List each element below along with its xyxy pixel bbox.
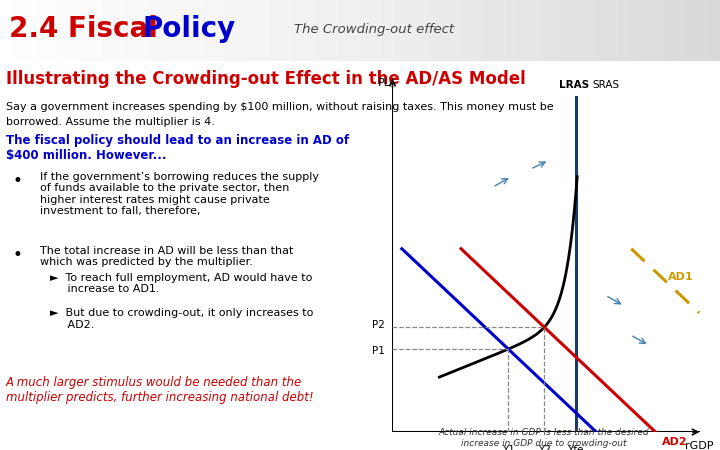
Text: •: •	[13, 246, 23, 264]
Text: A much larger stimulus would be needed than the
multiplier predicts, further inc: A much larger stimulus would be needed t…	[6, 376, 313, 404]
Text: Say a government increases spending by $100 million, without raising taxes. This: Say a government increases spending by $…	[6, 102, 554, 112]
Text: Yfe: Yfe	[567, 445, 584, 450]
Text: •: •	[13, 172, 23, 190]
Text: PL: PL	[378, 78, 391, 88]
Text: rGDP: rGDP	[685, 441, 714, 450]
Text: ►  To reach full employment, AD would have to
     increase to AD1.: ► To reach full employment, AD would hav…	[50, 273, 312, 294]
Text: If the government’s borrowing reduces the supply
of funds available to the priva: If the government’s borrowing reduces th…	[40, 172, 319, 216]
Text: AD2: AD2	[662, 437, 688, 447]
Text: Y1: Y1	[502, 445, 515, 450]
Text: 2.4 Fiscal: 2.4 Fiscal	[9, 15, 177, 43]
Text: The total increase in AD will be less than that
which was predicted by the multi: The total increase in AD will be less th…	[40, 246, 293, 267]
Text: Y2: Y2	[538, 445, 551, 450]
Text: P1: P1	[372, 346, 384, 356]
Text: AD1: AD1	[668, 272, 693, 282]
Text: The Crowding-out effect: The Crowding-out effect	[294, 22, 454, 36]
Text: SRAS: SRAS	[593, 80, 620, 90]
Text: Illustrating the Crowding-out Effect in the AD/AS Model: Illustrating the Crowding-out Effect in …	[6, 71, 526, 89]
Text: The fiscal policy should lead to an increase in AD of
$400 million. However...: The fiscal policy should lead to an incr…	[6, 134, 349, 162]
Text: Policy: Policy	[143, 15, 236, 43]
Text: borrowed. Assume the multiplier is 4.: borrowed. Assume the multiplier is 4.	[6, 117, 215, 127]
Text: Actual increase in GDP is less than the desired
increase in GDP due to crowding-: Actual increase in GDP is less than the …	[438, 428, 649, 448]
Text: P2: P2	[372, 320, 384, 330]
Text: LRAS: LRAS	[559, 80, 589, 90]
Text: ►  But due to crowding-out, it only increases to
     AD2.: ► But due to crowding-out, it only incre…	[50, 308, 314, 329]
